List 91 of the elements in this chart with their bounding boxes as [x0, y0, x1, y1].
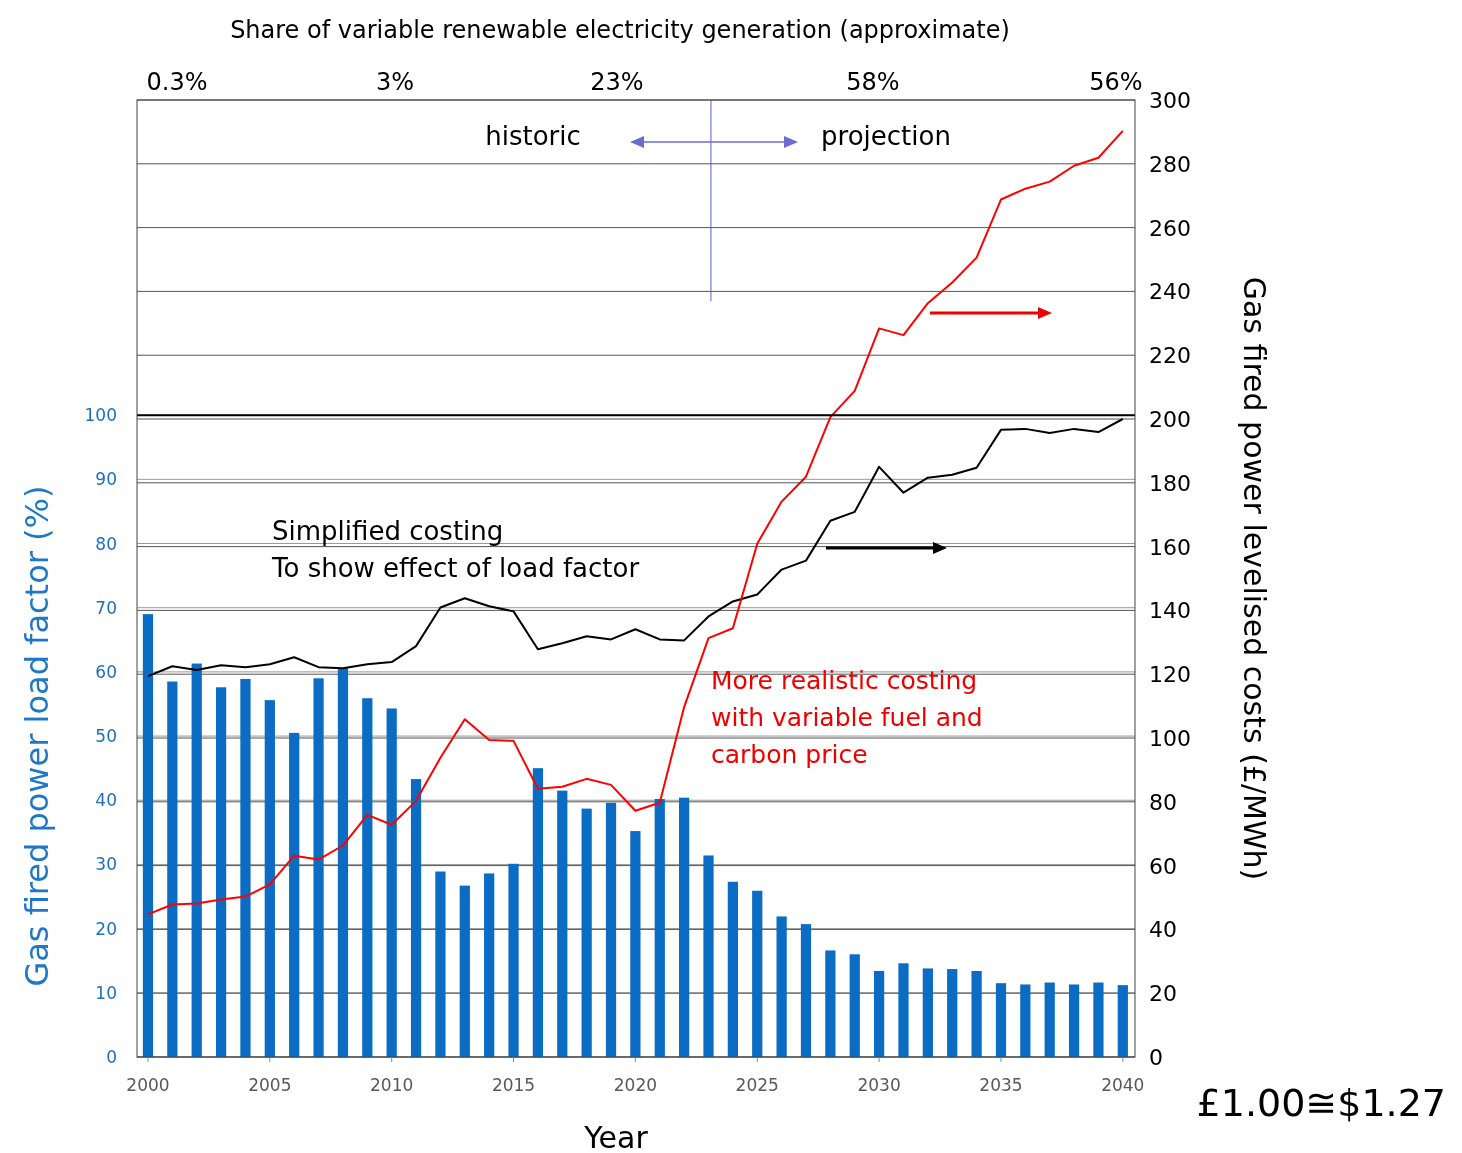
annotation: projection	[821, 121, 951, 151]
y2-tick-label: 140	[1149, 598, 1191, 624]
y-tick-label: 10	[95, 982, 117, 1003]
bar	[995, 983, 1007, 1057]
y2-tick-label: 200	[1149, 407, 1191, 432]
y2-tick-label: 60	[1149, 853, 1177, 879]
annotation: historic	[485, 121, 581, 151]
y2-tick-label: 240	[1149, 279, 1191, 305]
y-tick-label: 50	[95, 726, 117, 747]
bar	[557, 790, 568, 1057]
y2-tick-label: 300	[1149, 88, 1191, 113]
bar	[898, 963, 909, 1057]
y-tick-label: 30	[95, 854, 117, 875]
y2-tick-label: 120	[1149, 662, 1191, 688]
x-tick-label: 2015	[491, 1075, 536, 1095]
bar	[752, 890, 763, 1057]
text: 56%	[1089, 68, 1143, 96]
x-tick-label: 2020	[613, 1075, 658, 1095]
bar	[167, 681, 178, 1057]
bar	[1093, 982, 1104, 1057]
x-tick-label: 2025	[735, 1075, 779, 1095]
bar	[605, 802, 617, 1057]
bar	[337, 668, 349, 1057]
x-tick-label: 2040	[1101, 1075, 1145, 1095]
y2-axis-title: Gas fired power levelised costs (£/MWh)	[1237, 276, 1272, 881]
bar	[873, 970, 885, 1057]
y-tick-label: 70	[95, 597, 117, 618]
y2-tick-label: 0	[1149, 1045, 1163, 1070]
y-tick-label: 40	[95, 790, 117, 811]
y-tick-label: 60	[95, 661, 117, 682]
bar	[240, 678, 251, 1057]
bar	[142, 614, 154, 1057]
bar	[532, 768, 544, 1057]
bar	[362, 698, 373, 1057]
text: Share of variable renewable electricity generation (approximate)	[230, 16, 1010, 44]
bar	[1020, 984, 1031, 1057]
text: £1.00≅$1.27	[1196, 1081, 1446, 1125]
y-axis-title: Gas fired power load factor (%)	[18, 485, 56, 987]
y-tick-label: 20	[95, 918, 117, 939]
bar	[191, 663, 202, 1057]
y2-tick-label: 280	[1149, 151, 1191, 177]
y2-tick-label: 160	[1149, 534, 1191, 560]
y2-tick-label: 260	[1149, 215, 1191, 241]
bar	[1068, 984, 1080, 1057]
bar	[727, 881, 738, 1057]
bar	[630, 831, 641, 1057]
x-tick-label: 2000	[126, 1075, 170, 1095]
bar	[313, 678, 324, 1057]
bar	[484, 873, 495, 1057]
text: 3%	[375, 68, 415, 96]
annotation: More realistic costing with variable fuel and carbon price	[711, 666, 983, 769]
y2-tick-label: 80	[1149, 789, 1177, 815]
bar	[703, 855, 714, 1057]
text: 58%	[846, 68, 900, 96]
bar	[800, 924, 812, 1057]
x-tick-label: 2035	[979, 1075, 1023, 1095]
bar	[1117, 985, 1128, 1057]
y-tick-label: 90	[95, 469, 117, 490]
bar	[435, 871, 446, 1057]
bar	[825, 950, 836, 1057]
annotation: Simplified costing To show effect of load factor	[271, 516, 640, 583]
x-tick-label: 2010	[370, 1075, 414, 1095]
y2-tick-label: 220	[1149, 343, 1191, 369]
text: 23%	[590, 68, 644, 96]
text: 0.3%	[146, 68, 208, 96]
y-tick-label: 80	[95, 533, 117, 554]
x-tick-label: 2005	[248, 1075, 292, 1095]
bar	[679, 797, 690, 1057]
y-tick-label: 100	[84, 405, 117, 426]
y2-tick-label: 100	[1149, 726, 1191, 751]
bar	[581, 808, 592, 1057]
bar	[776, 916, 787, 1057]
bar	[386, 708, 397, 1057]
bar	[264, 700, 275, 1057]
bar	[289, 732, 300, 1057]
bar	[508, 863, 519, 1057]
bar	[1044, 982, 1055, 1057]
y-tick-label: 0	[106, 1047, 117, 1067]
x-tick-label: 2030	[857, 1075, 901, 1095]
bar	[459, 885, 470, 1057]
x-axis-title: Year	[583, 1120, 649, 1153]
y2-tick-label: 180	[1149, 470, 1191, 496]
bar	[849, 954, 860, 1057]
y2-tick-label: 40	[1149, 917, 1177, 943]
bar	[947, 969, 958, 1057]
bar	[654, 798, 665, 1057]
bar	[971, 970, 982, 1057]
bar	[410, 779, 422, 1057]
bar	[215, 687, 227, 1057]
y2-tick-label: 20	[1149, 981, 1177, 1007]
bar	[922, 968, 933, 1057]
